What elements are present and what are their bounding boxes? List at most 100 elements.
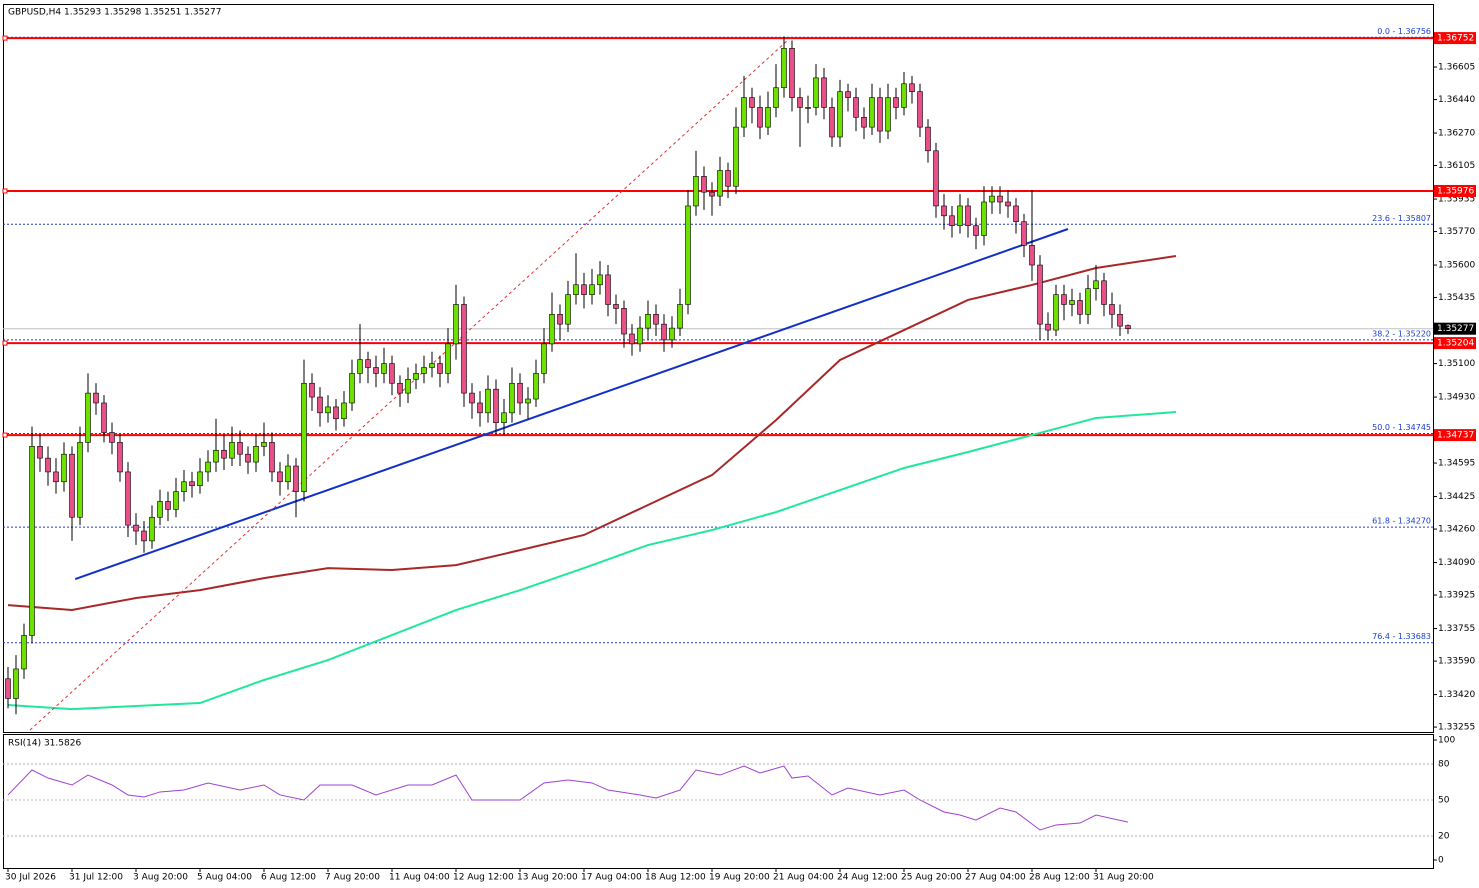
candle-body [53, 471, 59, 483]
candle-body [1085, 288, 1091, 315]
candle-body [349, 373, 355, 404]
candle-body [541, 343, 547, 374]
candle-body [629, 333, 635, 345]
candle-body [437, 363, 443, 374]
fib-label: 61.8 - 1.34270 [1372, 517, 1431, 526]
candle-body [229, 442, 235, 459]
candle-body [501, 412, 507, 423]
candle-body [573, 284, 579, 295]
y-tick-label: 1.36270 [1438, 129, 1475, 139]
x-tick-label: 31 Aug 20:00 [1093, 873, 1154, 883]
candle-body [373, 367, 379, 374]
candle-body [805, 107, 811, 109]
candle-body [469, 392, 475, 404]
chart-header: GBPUSD,H4 1.35293 1.35298 1.35251 1.3527… [8, 8, 221, 18]
candle-body [237, 442, 243, 455]
candle-body [869, 97, 875, 128]
fib-label: 76.4 - 1.33683 [1372, 632, 1431, 641]
candle-body [709, 191, 715, 197]
candle-body [797, 97, 803, 108]
y-tick-label: 1.33925 [1438, 591, 1475, 601]
level-handle [2, 340, 8, 346]
candle-body [1117, 314, 1123, 327]
candle-body [965, 205, 971, 226]
candle-body [533, 373, 539, 400]
moving-average [7, 255, 1177, 612]
x-tick-label: 28 Aug 12:00 [1029, 873, 1090, 883]
y-tick-label: 1.35770 [1438, 227, 1475, 237]
candle-body [637, 327, 643, 345]
candle-body [525, 398, 531, 404]
price-tag [1434, 337, 1476, 350]
candle-body [221, 449, 227, 459]
y-tick-label: 1.33420 [1438, 690, 1475, 700]
candle-body [77, 442, 83, 518]
rsi-tick-label: 80 [1438, 760, 1450, 770]
candle-body [941, 205, 947, 217]
candle-body [13, 668, 19, 699]
y-tick-label: 1.35600 [1438, 261, 1475, 271]
candle-body [1005, 201, 1011, 207]
candle-body [69, 453, 75, 518]
candle-body [565, 294, 571, 325]
candle-body [197, 471, 203, 487]
candle-body [669, 327, 675, 341]
candle-body [677, 304, 683, 329]
candle-body [101, 402, 107, 433]
candle-body [933, 150, 939, 207]
price-tag [1434, 32, 1476, 45]
candle-body [245, 453, 251, 463]
candle-body [61, 453, 67, 483]
rsi-title: RSI(14) 31.5826 [8, 739, 81, 749]
candle-body [141, 530, 147, 542]
current-price-label: 1.35277 [1437, 324, 1474, 334]
y-tick-label: 1.34425 [1438, 492, 1475, 502]
candle-body [717, 170, 723, 197]
x-tick-label: 17 Aug 04:00 [581, 873, 642, 883]
y-tick-label: 1.34595 [1438, 459, 1475, 469]
fib-label: 0.0 - 1.36756 [1377, 27, 1431, 36]
candle-body [789, 48, 795, 98]
candle-body [5, 678, 11, 699]
candle-body [109, 432, 115, 443]
x-tick-label: 21 Aug 04:00 [773, 873, 834, 883]
candle-body [253, 446, 259, 463]
candle-body [853, 97, 859, 118]
x-tick-label: 25 Aug 20:00 [901, 873, 962, 883]
candle-body [837, 91, 843, 138]
candle-body [333, 406, 339, 420]
candle-body [1093, 280, 1099, 289]
candle-body [1061, 294, 1067, 305]
x-tick-label: 6 Aug 12:00 [261, 873, 316, 883]
candle-body [621, 308, 627, 335]
candle-body [885, 97, 891, 132]
candle-body [93, 392, 99, 404]
level-handle [2, 188, 8, 194]
candle-body [1077, 300, 1083, 315]
candle-body [661, 323, 667, 341]
candle-body [37, 446, 43, 459]
y-tick-label: 1.34090 [1438, 558, 1475, 568]
candle-body [813, 77, 819, 108]
price-tag-label: 1.35204 [1437, 339, 1474, 349]
candle-body [285, 465, 291, 483]
current-price-tag [1434, 322, 1476, 335]
candle-body [117, 442, 123, 473]
candle-body [997, 195, 1003, 203]
candle-body [773, 87, 779, 108]
candle-body [749, 97, 755, 108]
y-tick-label: 1.35435 [1438, 293, 1475, 303]
candle-body [949, 215, 955, 226]
candle-body [365, 359, 371, 368]
candle-body [133, 524, 139, 532]
x-tick-label: 24 Aug 12:00 [837, 873, 898, 883]
candle-body [557, 314, 563, 325]
candle-body [45, 457, 51, 473]
candle-body [429, 363, 435, 368]
candle-body [725, 170, 731, 187]
candle-body [981, 201, 987, 236]
y-tick-label: 1.36440 [1438, 95, 1475, 105]
x-tick-label: 7 Aug 20:00 [325, 873, 380, 883]
candle-body [957, 205, 963, 226]
candle-body [741, 97, 747, 128]
